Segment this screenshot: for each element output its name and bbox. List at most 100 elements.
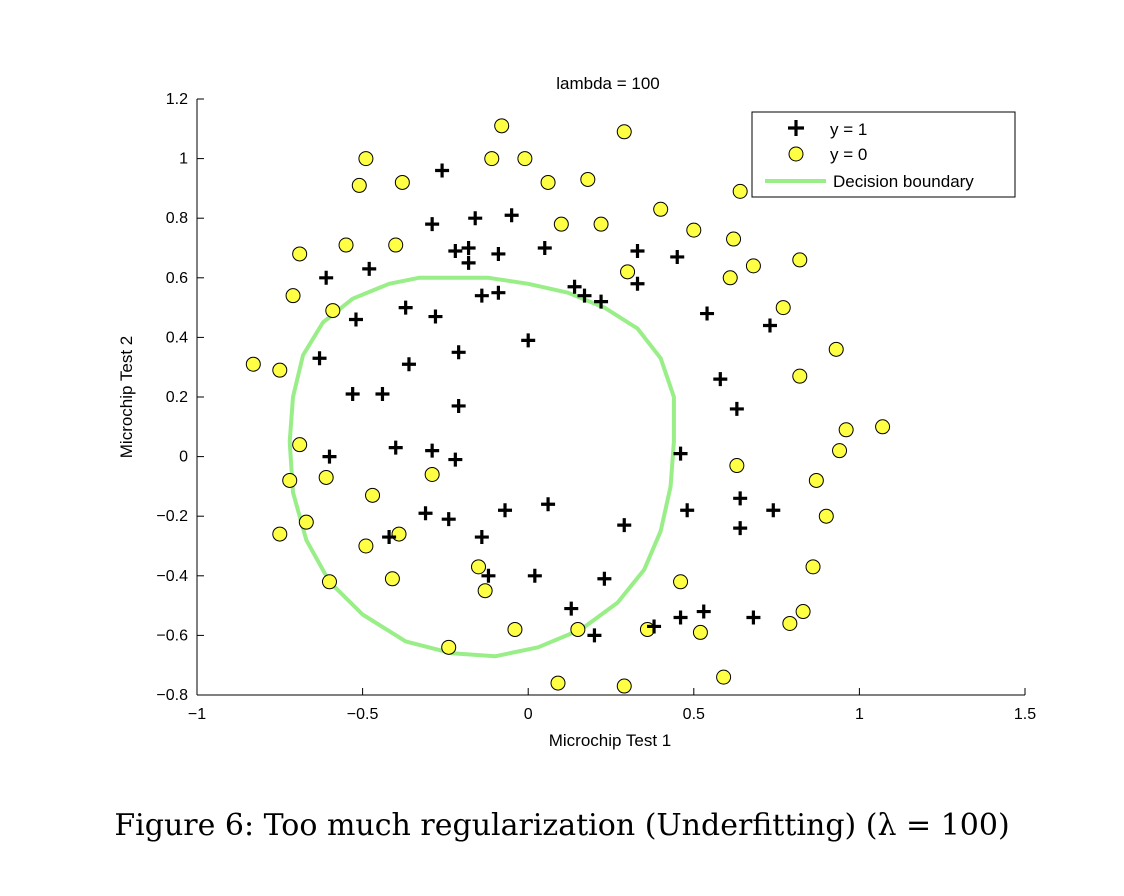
positive-point xyxy=(425,217,440,232)
legend-label-negative: y = 0 xyxy=(830,145,867,164)
y-tick-label: −0.8 xyxy=(156,687,188,704)
negative-point xyxy=(726,231,742,247)
positive-point xyxy=(401,357,416,372)
positive-point xyxy=(448,452,463,467)
positive-point xyxy=(729,401,744,416)
x-tick-label: 1 xyxy=(855,706,864,723)
negative-point xyxy=(620,264,636,280)
negative-point xyxy=(792,368,808,384)
negative-point xyxy=(580,171,596,187)
negative-point xyxy=(775,300,791,316)
negative-point xyxy=(593,216,609,232)
scatter-plot: −1 −0.5 0 0.5 1 1.5 −0.8 −0.6 −0.4 −0.2 0 0.2 0.4 0.6… xyxy=(117,74,1036,750)
y-tick-label: −0.6 xyxy=(156,627,188,644)
legend-label-positive: y = 1 xyxy=(830,120,867,139)
positive-point xyxy=(696,604,711,619)
legend-item-boundary: Decision boundary xyxy=(765,172,974,191)
x-tick-label: −0.5 xyxy=(347,706,379,723)
positive-point xyxy=(425,443,440,458)
negative-point xyxy=(653,201,669,217)
y-tick-label: 0.8 xyxy=(166,210,188,227)
positive-point xyxy=(537,241,552,255)
negative-point xyxy=(616,124,632,140)
positive-point xyxy=(673,446,688,461)
negative-point xyxy=(477,583,493,599)
negative-point xyxy=(424,466,440,482)
negative-point xyxy=(818,508,834,524)
negative-point xyxy=(729,458,745,474)
positive-point xyxy=(382,530,397,545)
negative-point xyxy=(245,356,261,372)
negative-point xyxy=(358,151,374,167)
positive-point xyxy=(733,521,748,536)
y-tick-label: 1 xyxy=(179,151,188,168)
negative-point xyxy=(673,574,689,590)
positive-point xyxy=(766,503,781,518)
positive-point xyxy=(474,288,489,303)
legend-item-negative: y = 0 xyxy=(788,145,867,164)
negative-point xyxy=(338,237,354,253)
y-tick-label: 0 xyxy=(179,449,188,466)
negative-point xyxy=(384,571,400,587)
negative-point xyxy=(722,270,738,286)
chart-title: lambda = 100 xyxy=(556,74,660,93)
negative-point xyxy=(732,183,748,199)
positive-point xyxy=(468,211,483,226)
positive-point xyxy=(418,506,433,521)
negative-point xyxy=(686,222,702,238)
negative-point xyxy=(272,362,288,378)
positive-point xyxy=(594,294,609,309)
negative-point xyxy=(325,303,341,319)
negative-point xyxy=(388,237,404,253)
negative-point xyxy=(795,604,811,620)
positive-point xyxy=(630,276,645,291)
y-tick-label: −0.4 xyxy=(156,568,188,585)
negative-point xyxy=(639,621,655,637)
data-points-layer xyxy=(245,118,891,694)
negative-point xyxy=(782,615,798,631)
negative-point xyxy=(292,246,308,262)
y-axis-title: Microchip Test 2 xyxy=(117,336,136,459)
x-tick-label: 1.5 xyxy=(1014,706,1036,723)
positive-point xyxy=(504,208,519,223)
negative-point xyxy=(832,443,848,459)
x-tick-label: −1 xyxy=(188,706,206,723)
positive-point xyxy=(474,530,489,545)
negative-point xyxy=(540,174,556,190)
positive-point xyxy=(428,309,443,324)
figure-caption: Figure 6: Too much regularization (Under… xyxy=(114,808,1010,843)
negative-point xyxy=(292,437,308,453)
positive-point xyxy=(398,300,413,315)
negative-point xyxy=(745,258,761,274)
positive-point xyxy=(521,333,536,348)
negative-point xyxy=(394,174,410,190)
positive-point xyxy=(362,261,377,276)
positive-point xyxy=(670,249,685,264)
positive-point xyxy=(451,345,466,360)
negative-point xyxy=(441,639,457,655)
positive-point xyxy=(322,449,337,464)
negative-point xyxy=(808,472,824,488)
positive-point xyxy=(746,610,761,625)
positive-point xyxy=(541,497,556,512)
negative-point xyxy=(616,678,632,694)
negative-point xyxy=(494,118,510,134)
negative-point xyxy=(828,341,844,357)
positive-point xyxy=(630,243,645,258)
positive-point xyxy=(461,255,476,270)
positive-point xyxy=(587,628,602,643)
decision-boundary-layer xyxy=(287,275,676,659)
negative-point xyxy=(838,422,854,438)
positive-point xyxy=(312,351,327,366)
negative-point xyxy=(365,487,381,503)
negative-point xyxy=(517,151,533,167)
positive-point xyxy=(527,568,542,583)
positive-point xyxy=(435,163,450,178)
negative-point xyxy=(553,216,569,232)
negative-point xyxy=(272,526,288,542)
positive-point xyxy=(680,503,695,518)
negative-point xyxy=(875,419,891,435)
positive-point xyxy=(319,270,334,285)
positive-point xyxy=(491,285,506,300)
positive-point xyxy=(647,619,662,634)
